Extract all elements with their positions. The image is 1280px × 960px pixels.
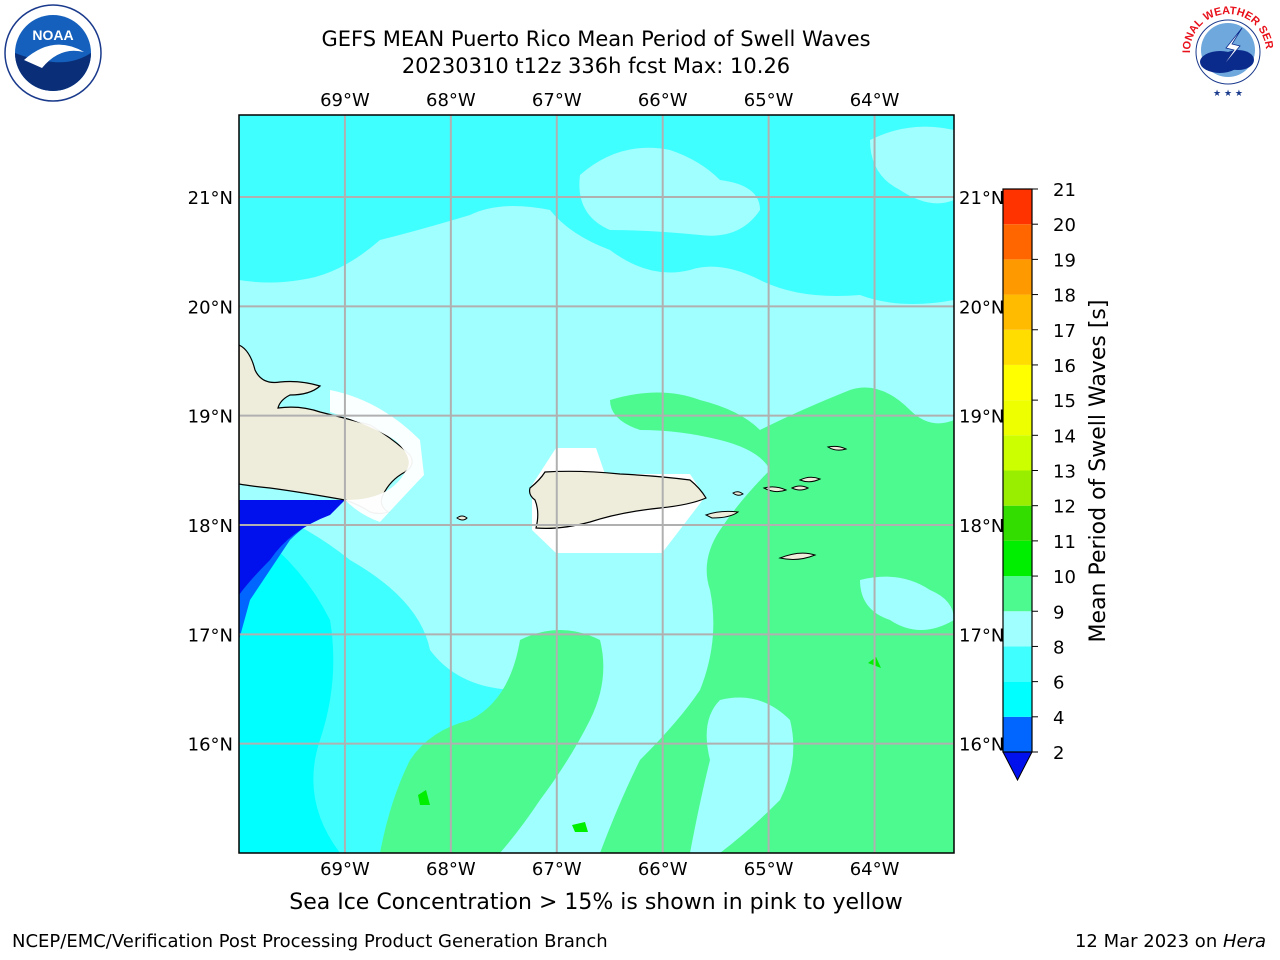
colorbar-segment bbox=[1003, 611, 1032, 647]
island-anegada bbox=[826, 445, 848, 451]
lat-label-right: 18°N bbox=[959, 516, 1004, 537]
island-st-croix bbox=[778, 552, 817, 560]
footer-date-text: 12 Mar 2023 on bbox=[1074, 931, 1223, 952]
colorbar-segment bbox=[1003, 189, 1032, 225]
field-8-9-east-patch-2 bbox=[690, 697, 794, 853]
lat-label-left: 20°N bbox=[188, 297, 233, 318]
footer-host: Hera bbox=[1222, 931, 1266, 952]
island-vieques bbox=[704, 510, 740, 519]
colorbar-tick-label: 8 bbox=[1053, 637, 1064, 658]
lon-label-top: 69°W bbox=[320, 90, 370, 111]
lon-label-bottom: 67°W bbox=[532, 859, 582, 880]
colorbar-tick-label: 11 bbox=[1053, 532, 1076, 553]
axis-tick-labels: 69°W 69°W 68°W 68°W 67°W 67°W 66°W 66°W 65°W 65°W… bbox=[188, 90, 1005, 880]
footer-branch: NCEP/EMC/Verification Post Processing Pr… bbox=[12, 931, 608, 952]
colorbar-tick-label: 16 bbox=[1053, 356, 1076, 377]
colorbar-tick-label: 12 bbox=[1053, 497, 1076, 518]
lon-label-top: 67°W bbox=[532, 90, 582, 111]
colorbar-tick-label: 4 bbox=[1053, 708, 1064, 729]
field-8-9-east-patch bbox=[860, 576, 954, 630]
field-10-11-spot bbox=[418, 790, 430, 805]
colorbar-segment bbox=[1003, 224, 1032, 260]
colorbar-segment bbox=[1003, 540, 1032, 577]
lat-label-left: 16°N bbox=[188, 735, 233, 756]
colorbar-segment bbox=[1003, 364, 1032, 401]
colorbar-label: Mean Period of Swell Waves [s] bbox=[1086, 300, 1111, 643]
island-mona bbox=[456, 515, 468, 521]
nws-logo: NATIONAL WEATHER SERVICE ★ ★ ★ bbox=[1180, 4, 1275, 99]
colorbar-segment bbox=[1003, 681, 1032, 717]
lon-label-bottom: 65°W bbox=[744, 859, 794, 880]
lon-label-bottom: 68°W bbox=[426, 859, 476, 880]
colorbar-segment bbox=[1003, 576, 1032, 612]
field-9-10-south bbox=[380, 630, 604, 853]
colorbar-segment bbox=[1003, 400, 1032, 436]
field-10-11-spot-2 bbox=[572, 822, 588, 832]
colorbar-tick-label: 18 bbox=[1053, 286, 1076, 307]
island-st-john bbox=[790, 485, 810, 491]
colorbar-tick-label: 2 bbox=[1053, 743, 1064, 764]
lon-label-bottom: 64°W bbox=[850, 859, 900, 880]
colorbar-tick-label: 20 bbox=[1053, 215, 1076, 236]
lat-label-left: 21°N bbox=[188, 188, 233, 209]
lat-label-left: 19°N bbox=[188, 407, 233, 428]
field-4-6-southwest bbox=[239, 520, 340, 853]
noaa-logo-text: NOAA bbox=[32, 27, 73, 43]
noaa-logo: NOAA bbox=[4, 4, 102, 102]
island-culebra bbox=[732, 491, 744, 496]
colorbar-tick-label: 10 bbox=[1053, 567, 1076, 588]
svg-text:★ ★ ★: ★ ★ ★ bbox=[1213, 89, 1243, 99]
colorbar-tick-label: 21 bbox=[1053, 180, 1076, 201]
lon-label-top: 66°W bbox=[638, 90, 688, 111]
lon-label-bottom: 66°W bbox=[638, 859, 688, 880]
colorbar-tick-label: 13 bbox=[1053, 462, 1076, 483]
lat-label-right: 16°N bbox=[959, 735, 1004, 756]
lon-label-top: 68°W bbox=[426, 90, 476, 111]
field-8-9-north-patch-2 bbox=[870, 126, 954, 204]
sea-ice-note: Sea Ice Concentration > 15% is shown in … bbox=[289, 890, 903, 915]
lat-label-right: 21°N bbox=[959, 188, 1004, 209]
colorbar-tick-label: 14 bbox=[1053, 426, 1076, 447]
map-frame bbox=[238, 114, 955, 854]
colorbar-segment bbox=[1003, 646, 1032, 682]
lat-label-right: 19°N bbox=[959, 407, 1004, 428]
map-area bbox=[239, 115, 954, 853]
lon-label-top: 65°W bbox=[744, 90, 794, 111]
title-line-1: GEFS MEAN Puerto Rico Mean Period of Swe… bbox=[321, 27, 871, 51]
colorbar-segment bbox=[1003, 505, 1032, 541]
field-below-2 bbox=[239, 500, 345, 595]
colorbar-tick-label: 6 bbox=[1053, 673, 1064, 694]
colorbar-tick-label: 19 bbox=[1053, 250, 1076, 271]
colorbar-tick-label: 15 bbox=[1053, 391, 1076, 412]
colorbar-segment bbox=[1003, 329, 1032, 365]
colorbar-segment bbox=[1003, 470, 1032, 506]
footer-date: 12 Mar 2023 on Hera bbox=[1075, 931, 1266, 952]
colorbar-tick-label: 9 bbox=[1053, 602, 1064, 623]
lat-label-left: 17°N bbox=[188, 625, 233, 646]
title-line-2: 20230310 t12z 336h fcst Max: 10.26 bbox=[401, 54, 791, 78]
lat-label-right: 17°N bbox=[959, 625, 1004, 646]
colorbar: 2 4 6 8 9 10 11 12 13 14 15 16 17 18 19 20 21 bbox=[1002, 180, 1076, 782]
lat-label-left: 18°N bbox=[188, 516, 233, 537]
colorbar-segment bbox=[1003, 259, 1032, 295]
colorbar-segment bbox=[1003, 435, 1032, 471]
chart-title: GEFS MEAN Puerto Rico Mean Period of Swe… bbox=[296, 26, 896, 80]
field-9-10-east bbox=[600, 387, 954, 853]
lat-label-right: 20°N bbox=[959, 297, 1004, 318]
field-8-9-north-patch bbox=[579, 147, 760, 236]
lon-label-top: 64°W bbox=[850, 90, 900, 111]
lon-label-bottom: 69°W bbox=[320, 859, 370, 880]
island-tortola bbox=[798, 476, 822, 483]
land-halo-hispaniola bbox=[330, 390, 424, 522]
colorbar-segment bbox=[1003, 294, 1032, 330]
colorbar-extend-arrow bbox=[1002, 751, 1033, 782]
gridlines bbox=[239, 115, 954, 853]
colorbar-tick-label: 17 bbox=[1053, 321, 1076, 342]
colorbar-segment bbox=[1003, 716, 1032, 752]
